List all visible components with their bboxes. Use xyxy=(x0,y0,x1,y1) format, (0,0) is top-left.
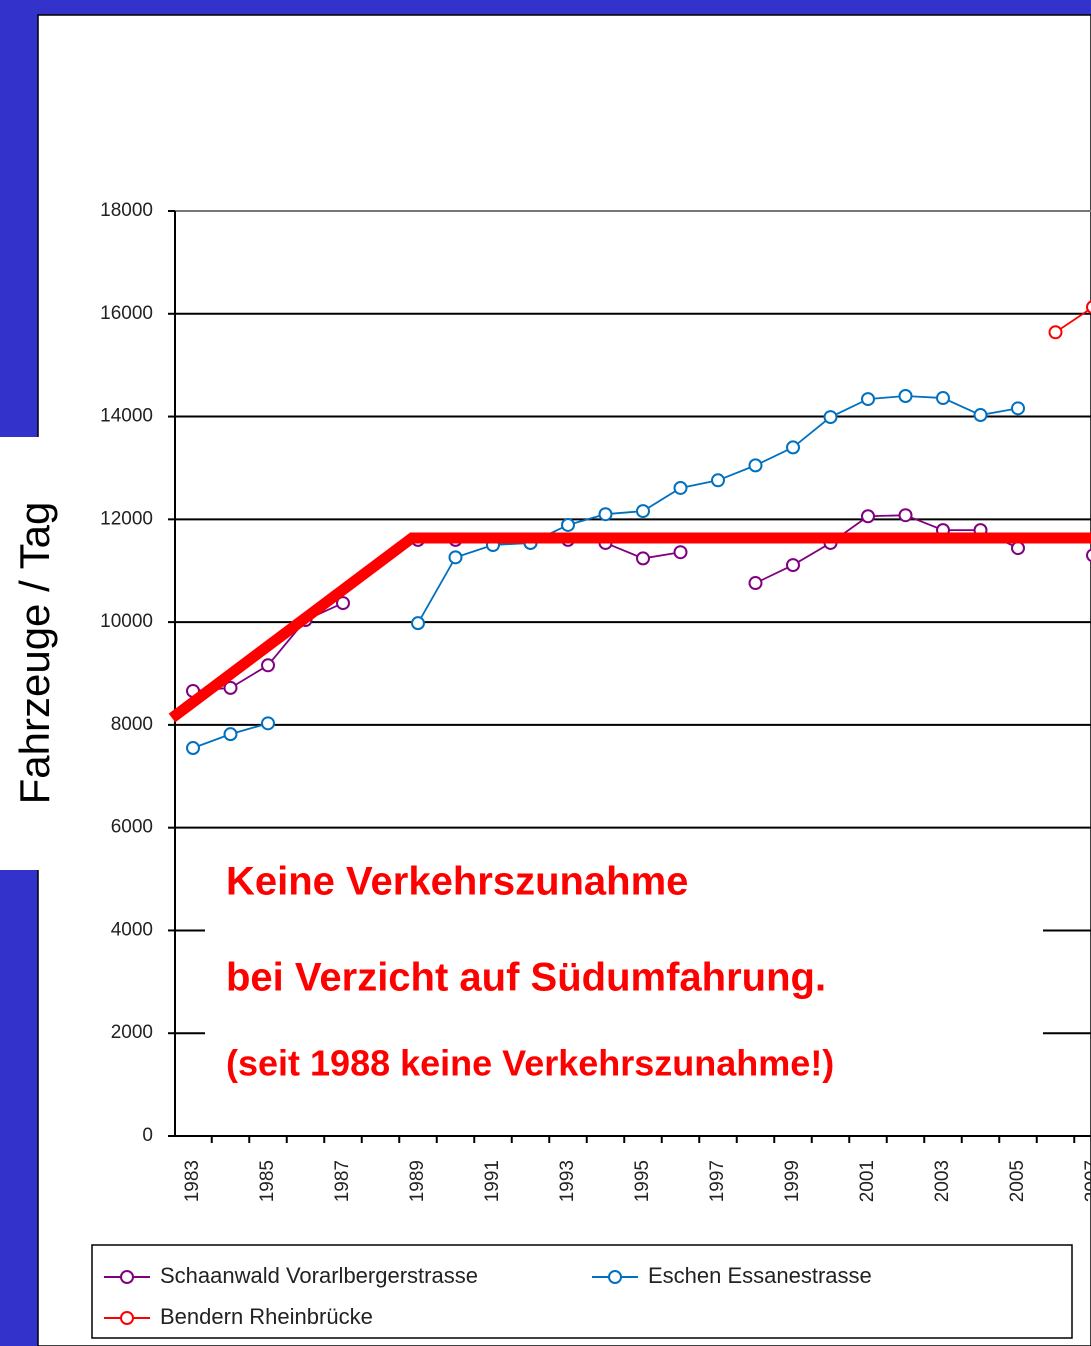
x-tick-label: 1985 xyxy=(257,1160,278,1202)
point xyxy=(673,480,688,495)
point xyxy=(448,550,463,565)
y-tick-label: 14000 xyxy=(100,406,153,427)
annotation: Keine Verkehrszunahme xyxy=(226,860,688,904)
point xyxy=(1011,401,1025,416)
point xyxy=(861,509,875,524)
y-tick-label: 0 xyxy=(142,1125,153,1146)
x-tick-label: 1989 xyxy=(407,1160,428,1202)
annotation: bei Verzicht auf Südumfahrung. xyxy=(226,956,826,1000)
legend-label: Eschen Essanestrasse xyxy=(648,1263,872,1288)
legend-marker xyxy=(120,1270,134,1284)
x-tick-label: 2001 xyxy=(857,1160,878,1202)
legend-marker xyxy=(120,1311,134,1325)
ylabel-box xyxy=(0,437,72,870)
point xyxy=(411,616,425,631)
x-tick-label: 2007 xyxy=(1082,1160,1091,1202)
point xyxy=(561,517,575,532)
y-tick-label: 2000 xyxy=(111,1022,153,1043)
x-tick-label: 1987 xyxy=(332,1160,353,1202)
legend-label: Bendern Rheinbrücke xyxy=(160,1304,373,1329)
y-tick-label: 16000 xyxy=(100,303,153,324)
y-tick-label: 6000 xyxy=(111,817,153,838)
legend-marker xyxy=(608,1270,622,1284)
series-line xyxy=(1054,307,1091,334)
point xyxy=(823,410,838,425)
legend-label: Schaanwald Vorarlbergerstrasse xyxy=(160,1263,478,1288)
point xyxy=(261,658,275,673)
x-tick-label: 1983 xyxy=(182,1160,203,1202)
point xyxy=(711,473,725,488)
point xyxy=(973,408,988,423)
point xyxy=(223,727,238,742)
point xyxy=(1011,541,1025,556)
point xyxy=(748,576,763,591)
x-tick-label: 1995 xyxy=(632,1160,653,1202)
point xyxy=(336,596,350,611)
annotation-box xyxy=(205,852,1043,1100)
trend-line xyxy=(168,532,1091,723)
point xyxy=(748,458,763,473)
x-tick-label: 1999 xyxy=(782,1160,803,1202)
y-axis-label: Fahrzeuge / Tag xyxy=(11,502,58,805)
point xyxy=(786,558,800,573)
x-tick-label: 1993 xyxy=(557,1160,578,1202)
y-tick-label: 12000 xyxy=(100,508,153,529)
point xyxy=(861,392,875,407)
point xyxy=(898,508,913,523)
point xyxy=(898,389,913,403)
y-tick-label: 4000 xyxy=(111,919,153,940)
panel xyxy=(37,14,1091,1346)
y-tick-label: 18000 xyxy=(100,200,153,221)
point xyxy=(673,545,688,560)
point xyxy=(636,504,650,519)
point xyxy=(261,716,275,731)
point xyxy=(1086,548,1091,563)
annotation: (seit 1988 keine Verkehrszunahme!) xyxy=(226,1043,834,1084)
y-tick-label: 10000 xyxy=(100,611,153,632)
legend xyxy=(91,1244,1073,1339)
point xyxy=(598,507,613,522)
x-tick-label: 1997 xyxy=(707,1160,728,1202)
legend-items: Schaanwald Vorarlbergerstrasse Eschen Ess… xyxy=(104,1263,872,1329)
point xyxy=(936,391,950,406)
point xyxy=(223,680,238,695)
x-tick-label: 1991 xyxy=(482,1160,503,1202)
point xyxy=(1086,300,1091,314)
x-tick-label: 2003 xyxy=(932,1160,953,1202)
point xyxy=(1048,325,1063,340)
point xyxy=(786,440,800,455)
y-tick-label: 8000 xyxy=(111,714,153,735)
x-tick-label: 2005 xyxy=(1007,1160,1028,1202)
point xyxy=(186,741,200,756)
point xyxy=(636,551,650,566)
